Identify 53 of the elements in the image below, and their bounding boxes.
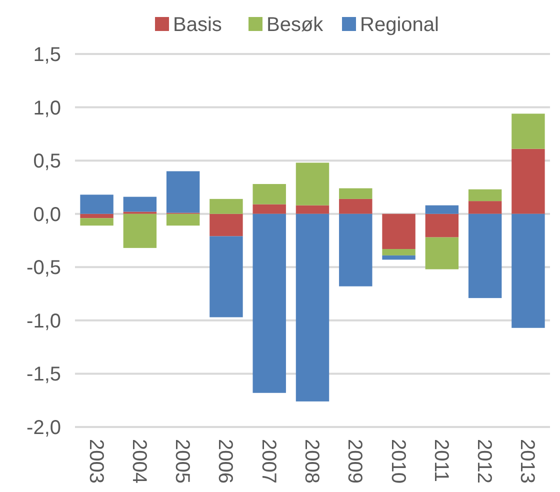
bar [296, 162, 330, 206]
bar [425, 237, 459, 270]
legend-label: Regional [360, 14, 439, 36]
bar [425, 214, 459, 238]
x-tick-label: 2012 [473, 439, 496, 484]
x-tick-label: 2006 [214, 439, 236, 484]
bar [339, 198, 372, 214]
bar [123, 214, 157, 248]
y-tick-label: 0,0 [33, 204, 61, 226]
bar [468, 214, 502, 298]
y-tick-label: 1,0 [33, 97, 61, 120]
bar [252, 204, 286, 214]
bar [382, 255, 416, 260]
y-tick-label: -1,0 [26, 310, 61, 332]
x-tick-label: 2007 [257, 439, 280, 484]
bar [210, 236, 243, 318]
bar [252, 214, 286, 393]
x-tick-label: 2004 [128, 439, 150, 484]
y-tick-label: 0,5 [33, 150, 61, 173]
x-tick-label: 2010 [386, 439, 409, 484]
bar [512, 148, 545, 214]
x-tick-label: 2008 [300, 439, 322, 484]
legend-label: Basis [173, 14, 222, 36]
y-tick-label: -1,5 [26, 364, 61, 386]
bar [166, 171, 200, 213]
y-tick-label: -2,0 [26, 417, 61, 439]
y-tick-label: 1,5 [33, 44, 61, 66]
bar [210, 198, 243, 214]
bar [512, 214, 545, 328]
bar [382, 249, 416, 256]
bar [123, 196, 157, 212]
bar [339, 214, 372, 286]
bar [252, 184, 286, 204]
bar [512, 114, 545, 149]
bar [296, 205, 330, 214]
bar [166, 214, 200, 226]
legend-label: Besøk [266, 14, 324, 36]
bar [80, 218, 114, 226]
bar [210, 214, 243, 236]
bar [80, 194, 114, 214]
x-tick-label: 2003 [84, 439, 107, 484]
x-tick-label: 2005 [171, 439, 194, 484]
bar [468, 201, 502, 214]
bar [468, 189, 502, 202]
bar [382, 214, 416, 250]
bar [425, 205, 459, 214]
bar [296, 214, 330, 402]
y-tick-label: -0,5 [26, 257, 61, 280]
bar [80, 214, 114, 218]
x-tick-label: 2009 [344, 439, 366, 484]
bar [339, 188, 372, 199]
x-tick-label: 2011 [430, 439, 452, 482]
x-tick-label: 2013 [516, 439, 538, 484]
